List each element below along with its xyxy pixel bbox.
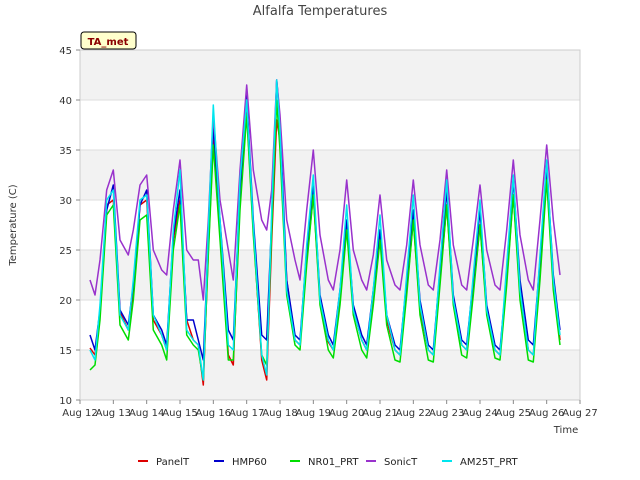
chart-title: Alfalfa Temperatures (253, 4, 388, 19)
plot-background (80, 50, 580, 400)
plot-frame (79, 49, 581, 401)
x-tick-label: Aug 22 (396, 408, 431, 419)
y-tick-label: 25 (59, 246, 72, 257)
y-tick-label: 40 (59, 96, 72, 107)
plot-area (80, 50, 580, 400)
x-tick-label: Aug 15 (162, 408, 197, 419)
y-axis-ticks: 10 15 20 25 30 35 40 45 (59, 46, 80, 407)
y-tick-label: 15 (59, 346, 72, 357)
x-tick-label: Aug 20 (329, 408, 364, 419)
grid-band (80, 50, 580, 100)
legend-label: SonicT (384, 457, 418, 468)
x-tick-label: Aug 13 (96, 408, 131, 419)
y-tick-label: 30 (59, 196, 72, 207)
legend-label: PanelT (156, 457, 190, 468)
x-tick-label: Aug 14 (129, 408, 164, 419)
x-tick-label: Aug 23 (429, 408, 464, 419)
x-tick-label: Aug 21 (362, 408, 397, 419)
grid-band (80, 150, 580, 200)
y-tick-label: 20 (59, 296, 72, 307)
y-tick-label: 35 (59, 146, 72, 157)
x-tick-label: Aug 26 (529, 408, 564, 419)
series-lines (89, 79, 561, 386)
x-tick-label: Aug 24 (462, 408, 497, 419)
axes (79, 49, 581, 401)
x-axis-label: Time (553, 425, 578, 436)
x-tick-label: Aug 18 (262, 408, 297, 419)
x-tick-label: Aug 25 (496, 408, 531, 419)
grid-band (80, 250, 580, 300)
x-tick-label: Aug 27 (562, 408, 597, 419)
tag-box: TA_met (80, 31, 137, 50)
x-tick-label: Aug 17 (229, 408, 264, 419)
legend: PanelT HMP60 NR01_PRT SonicT AM25T_PRT (138, 457, 519, 468)
grid-band (80, 350, 580, 400)
legend-label: NR01_PRT (308, 457, 359, 468)
x-tick-label: Aug 19 (296, 408, 331, 419)
series-line-sonict (89, 79, 561, 301)
series-line-am25t-prt (89, 79, 561, 381)
legend-label: AM25T_PRT (460, 457, 519, 468)
x-tick-label: Aug 12 (62, 408, 97, 419)
y-axis-label: Temperature (C) (8, 184, 19, 266)
legend-label: HMP60 (232, 457, 267, 468)
tag-label: TA_met (88, 37, 129, 48)
y-tick-label: 10 (59, 396, 72, 407)
x-tick-label: Aug 16 (196, 408, 231, 419)
y-tick-label: 45 (59, 46, 72, 57)
